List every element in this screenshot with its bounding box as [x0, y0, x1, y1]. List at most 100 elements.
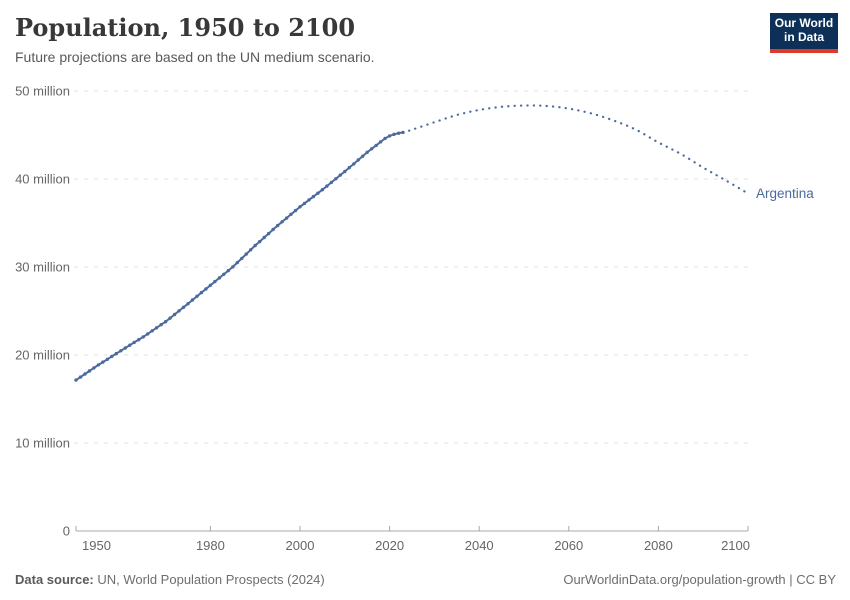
x-tick-label: 2020: [375, 538, 404, 553]
data-point-marker: [361, 154, 365, 158]
data-point-marker: [150, 329, 154, 333]
data-point-marker: [83, 372, 87, 376]
data-point-marker: [78, 375, 83, 379]
data-point-marker: [307, 198, 311, 202]
x-tick-label: 2080: [644, 538, 673, 553]
data-point-marker: [253, 243, 257, 248]
entity-label[interactable]: Argentina: [756, 185, 814, 201]
data-point-marker: [289, 212, 293, 216]
data-point-marker: [168, 316, 172, 320]
data-point-marker: [347, 165, 351, 170]
data-point-marker: [110, 354, 114, 359]
data-point-marker: [383, 136, 387, 141]
y-tick-label: 40 million: [15, 172, 70, 187]
x-tick-label: 2000: [286, 538, 315, 553]
y-tick-label: 30 million: [15, 260, 70, 275]
y-tick-label: 20 million: [15, 348, 70, 363]
y-tick-label: 10 million: [15, 436, 70, 451]
data-point-marker: [240, 256, 244, 261]
data-point-marker: [154, 326, 159, 330]
data-point-marker: [123, 346, 128, 350]
data-point-marker: [105, 357, 110, 361]
page-title: Population, 1950 to 2100: [15, 13, 356, 42]
data-point-marker: [235, 260, 239, 265]
data-point-marker: [96, 363, 101, 367]
x-tick-label: 1980: [196, 538, 225, 553]
data-point-marker: [302, 201, 307, 206]
data-point-marker: [222, 272, 226, 276]
data-point-marker: [280, 220, 284, 224]
data-point-marker: [101, 360, 105, 364]
data-point-marker: [266, 231, 271, 236]
owid-logo[interactable]: Our World in Data: [770, 13, 838, 53]
data-point-marker: [208, 283, 213, 287]
data-point-marker: [334, 177, 338, 181]
data-source-text: UN, World Population Prospects (2024): [93, 572, 325, 587]
data-point-marker: [190, 298, 195, 302]
data-point-marker: [271, 227, 275, 232]
data-point-marker: [172, 312, 177, 317]
data-point-marker: [141, 335, 145, 339]
data-point-marker: [181, 305, 186, 309]
data-point-marker: [119, 349, 123, 353]
data-point-marker: [275, 223, 280, 228]
data-point-marker: [177, 309, 181, 313]
x-tick-label: 1950: [82, 538, 111, 553]
data-point-marker: [370, 147, 374, 151]
x-tick-label: 2100: [721, 538, 750, 553]
data-point-marker: [325, 184, 329, 188]
data-point-marker: [128, 343, 132, 347]
data-point-marker: [293, 208, 298, 213]
data-point-marker: [258, 239, 262, 244]
data-point-marker: [217, 276, 222, 280]
data-point-marker: [231, 265, 235, 269]
chart-header: Population, 1950 to 2100 Future projecti…: [15, 13, 730, 66]
data-point-marker: [343, 169, 347, 174]
owid-logo-line2: in Data: [783, 30, 824, 44]
credit-link[interactable]: OurWorldinData.org/population-growth | C…: [563, 572, 836, 587]
data-point-marker: [213, 279, 217, 284]
data-point-marker: [374, 143, 378, 148]
data-point-marker: [114, 351, 119, 356]
data-source-label: Data source:: [15, 572, 94, 587]
data-point-marker: [392, 132, 396, 136]
data-point-marker: [378, 140, 383, 144]
data-point-marker: [329, 180, 334, 185]
data-point-marker: [298, 205, 302, 209]
data-point-marker: [249, 248, 253, 252]
page-subtitle: Future projections are based on the UN m…: [15, 49, 375, 65]
data-source-line: Data source: UN, World Population Prospe…: [15, 572, 325, 587]
data-point-marker: [262, 235, 266, 240]
data-point-marker: [87, 369, 92, 373]
data-point-marker: [199, 290, 204, 295]
data-point-marker: [159, 323, 163, 327]
y-tick-label: 0: [63, 524, 70, 539]
data-point-marker: [137, 338, 141, 342]
data-point-marker: [92, 366, 96, 370]
data-point-marker: [356, 158, 360, 162]
y-tick-label: 50 million: [15, 84, 70, 99]
data-point-marker: [74, 378, 78, 382]
data-point-marker: [204, 287, 208, 291]
series-projection-line: [401, 104, 750, 195]
series-historical-line: [75, 131, 404, 381]
data-point-marker: [338, 173, 342, 177]
data-point-marker: [132, 340, 136, 345]
data-point-marker: [352, 162, 356, 166]
data-point-marker: [396, 131, 401, 135]
data-point-marker: [244, 252, 248, 256]
data-point-marker: [186, 302, 190, 306]
data-point-marker: [387, 134, 392, 138]
x-tick-label: 2060: [554, 538, 583, 553]
chart-footer: Data source: UN, World Population Prospe…: [15, 572, 836, 587]
data-point-marker: [146, 332, 150, 336]
data-point-marker: [163, 320, 168, 324]
data-point-marker: [226, 268, 230, 273]
data-point-marker: [365, 150, 369, 154]
data-point-marker: [311, 194, 316, 199]
data-point-marker: [316, 191, 320, 195]
data-point-marker: [284, 216, 289, 220]
data-point-marker: [195, 294, 199, 298]
